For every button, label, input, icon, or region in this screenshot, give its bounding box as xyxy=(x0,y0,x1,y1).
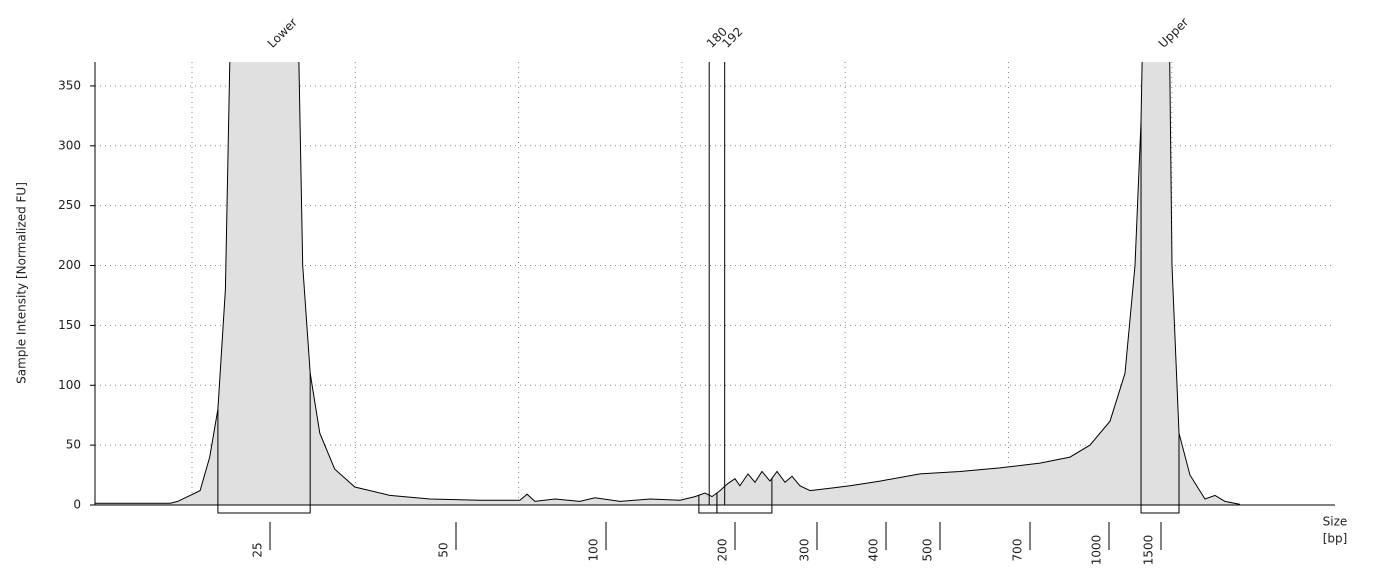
x-tick-label: 500 xyxy=(921,539,935,562)
x-tick-label: 400 xyxy=(867,539,881,562)
y-tick-label: 300 xyxy=(58,138,81,152)
x-axis-unit: [bp] xyxy=(1323,532,1348,546)
x-tick-label: 100 xyxy=(587,539,601,562)
x-tick-label: 50 xyxy=(437,542,451,557)
x-tick-label: 300 xyxy=(798,539,812,562)
plot-area xyxy=(95,62,1241,505)
peak-label: Upper xyxy=(1156,15,1192,51)
area-fill xyxy=(95,62,1241,505)
region-bracket xyxy=(698,504,718,514)
y-tick-label: 50 xyxy=(66,438,81,452)
peak-label: Lower xyxy=(265,15,300,50)
y-tick-label: 350 xyxy=(58,78,81,92)
x-tick-label: 700 xyxy=(1011,539,1025,562)
x-tick-label: 25 xyxy=(251,542,265,557)
y-axis-label: Sample Intensity [Normalized FU] xyxy=(15,182,29,384)
x-tick-label: 1000 xyxy=(1090,535,1104,566)
region-bracket xyxy=(1140,504,1180,514)
x-tick-label: 200 xyxy=(716,539,730,562)
y-tick-label: 150 xyxy=(58,318,81,332)
region-bracket xyxy=(716,504,773,514)
x-tick-label: 1500 xyxy=(1142,535,1156,566)
region-bracket xyxy=(217,504,311,514)
curve xyxy=(95,62,1241,505)
y-tick-label: 250 xyxy=(58,198,81,212)
y-tick-label: 100 xyxy=(58,378,81,392)
x-axis-label: Size xyxy=(1323,515,1348,529)
y-tick-label: 0 xyxy=(73,498,81,512)
y-tick-label: 200 xyxy=(58,258,81,272)
